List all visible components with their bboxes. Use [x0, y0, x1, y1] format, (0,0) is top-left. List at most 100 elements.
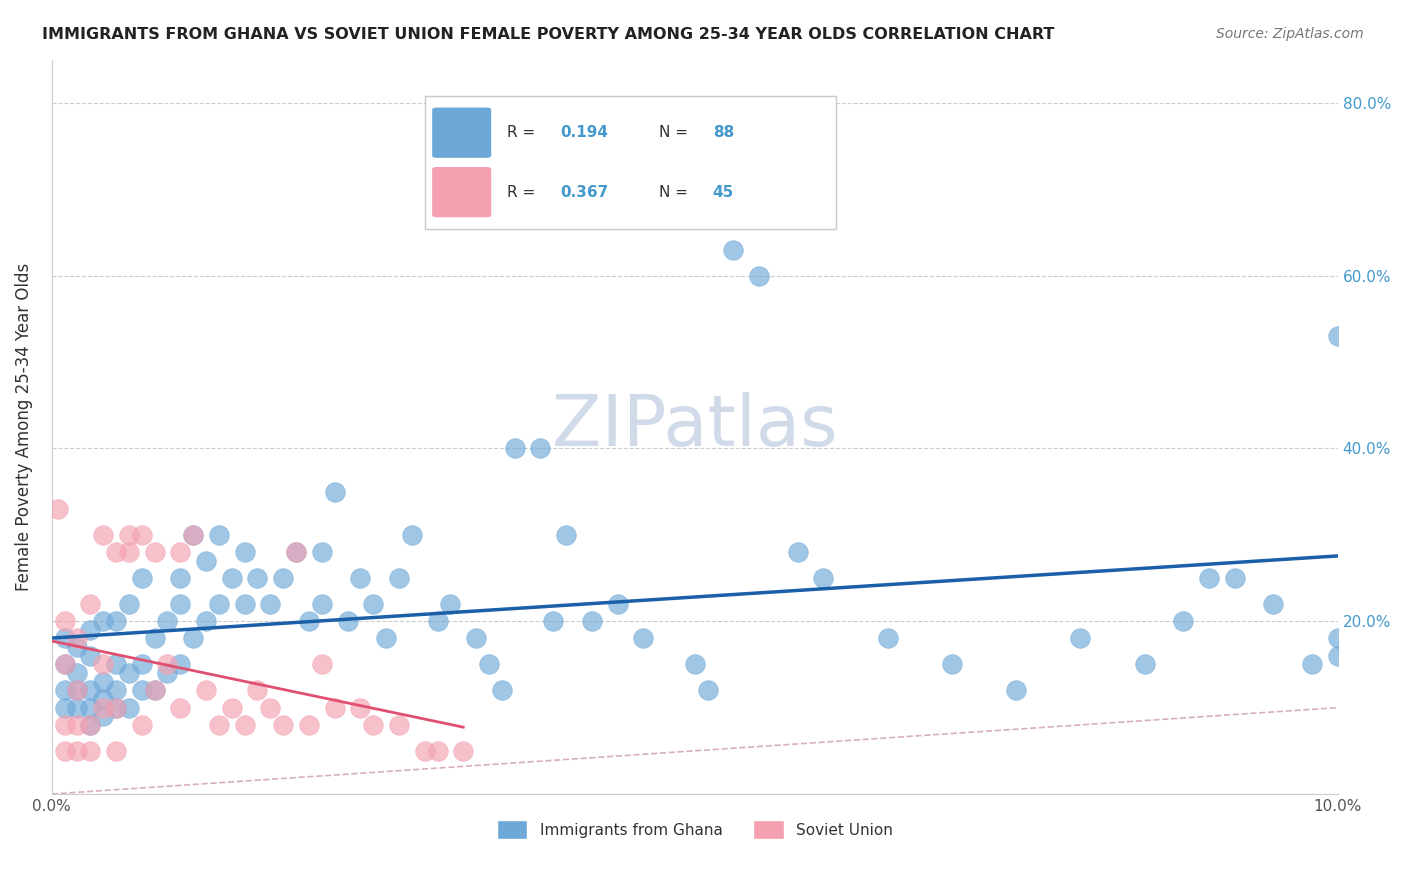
Point [195, 554, 218, 568]
Point [336, 614, 359, 628]
Point [941, 657, 963, 672]
Point [361, 718, 384, 732]
Point [66, 744, 89, 758]
Point [683, 657, 706, 672]
Point [555, 528, 578, 542]
Point [633, 632, 655, 646]
Point [208, 528, 231, 542]
Point [323, 700, 346, 714]
Point [53, 632, 76, 646]
Point [491, 683, 513, 698]
Point [1263, 597, 1285, 611]
Point [413, 744, 436, 758]
Point [91, 674, 114, 689]
Point [169, 657, 191, 672]
Point [53, 683, 76, 698]
Point [195, 683, 218, 698]
Point [375, 632, 398, 646]
Point [66, 718, 89, 732]
Legend: Immigrants from Ghana, Soviet Union: Immigrants from Ghana, Soviet Union [491, 814, 898, 845]
Point [208, 718, 231, 732]
Point [79, 683, 101, 698]
Point [208, 597, 231, 611]
Point [195, 614, 218, 628]
Text: Source: ZipAtlas.com: Source: ZipAtlas.com [1216, 27, 1364, 41]
Point [813, 571, 835, 585]
Point [298, 718, 321, 732]
Point [105, 700, 128, 714]
Point [131, 718, 153, 732]
Point [169, 597, 191, 611]
Point [246, 571, 269, 585]
Point [581, 614, 603, 628]
Point [131, 571, 153, 585]
Point [79, 648, 101, 663]
Point [529, 442, 551, 456]
Point [541, 614, 564, 628]
Point [143, 545, 166, 559]
Point [285, 545, 308, 559]
Point [169, 571, 191, 585]
Point [79, 718, 101, 732]
Point [1301, 657, 1323, 672]
Point [66, 640, 89, 654]
Point [156, 657, 179, 672]
Point [503, 442, 526, 456]
Point [696, 683, 718, 698]
Point [298, 614, 321, 628]
Y-axis label: Female Poverty Among 25-34 Year Olds: Female Poverty Among 25-34 Year Olds [15, 262, 32, 591]
Point [53, 744, 76, 758]
Point [79, 744, 101, 758]
Point [79, 623, 101, 637]
Point [66, 632, 89, 646]
Point [1326, 648, 1348, 663]
Point [105, 700, 128, 714]
Point [233, 718, 256, 732]
Point [131, 657, 153, 672]
Point [361, 597, 384, 611]
Point [181, 528, 204, 542]
Point [53, 700, 76, 714]
Point [465, 632, 488, 646]
Point [426, 744, 449, 758]
Point [91, 692, 114, 706]
Point [285, 545, 308, 559]
Point [156, 666, 179, 681]
Point [388, 718, 411, 732]
Point [1133, 657, 1156, 672]
Point [349, 571, 371, 585]
Point [53, 718, 76, 732]
Point [169, 700, 191, 714]
Point [105, 545, 128, 559]
Point [451, 744, 474, 758]
Point [876, 632, 898, 646]
Point [105, 744, 128, 758]
Point [1198, 571, 1220, 585]
Point [118, 666, 141, 681]
Point [66, 683, 89, 698]
Point [311, 545, 333, 559]
Point [1005, 683, 1028, 698]
Point [91, 709, 114, 723]
Point [66, 666, 89, 681]
Point [246, 683, 269, 698]
Point [388, 571, 411, 585]
Point [221, 571, 243, 585]
Point [169, 545, 191, 559]
Point [118, 597, 141, 611]
Point [105, 683, 128, 698]
Point [426, 614, 449, 628]
Point [1326, 632, 1348, 646]
Point [79, 597, 101, 611]
Text: ZIPa​tlas: ZIPa​tlas [553, 392, 838, 461]
Point [105, 614, 128, 628]
Point [91, 700, 114, 714]
Point [118, 700, 141, 714]
Point [1326, 329, 1348, 343]
Point [233, 597, 256, 611]
Point [233, 545, 256, 559]
Point [118, 528, 141, 542]
Point [91, 528, 114, 542]
Point [1069, 632, 1091, 646]
Point [118, 545, 141, 559]
